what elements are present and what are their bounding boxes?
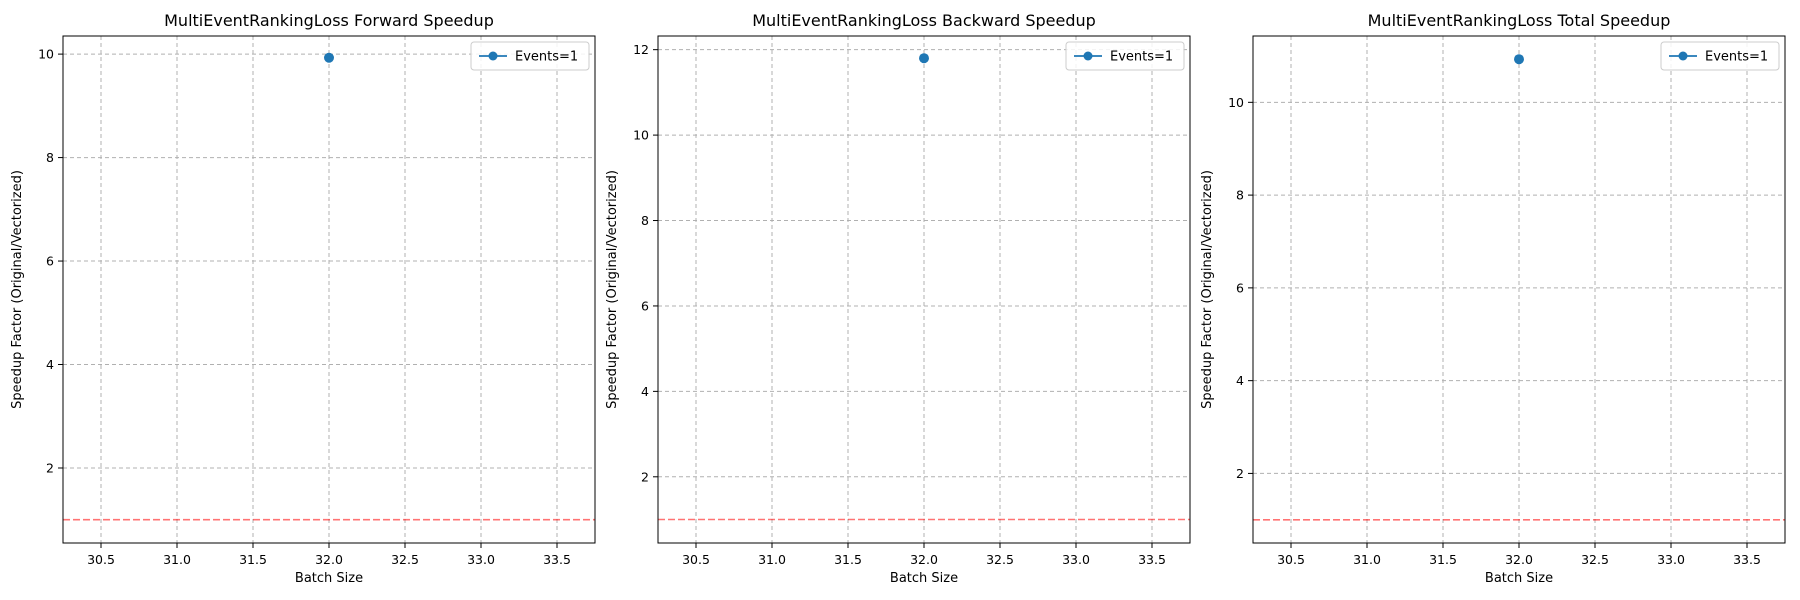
legend-label: Events=1 [515, 50, 578, 65]
data-point [919, 53, 929, 64]
x-tick-label: 33.0 [467, 552, 495, 567]
y-tick-label: 12 [633, 42, 649, 57]
legend: Events=1 [1660, 41, 1780, 71]
y-tick-label: 10 [1228, 95, 1244, 110]
x-axis-label: Batch Size [295, 571, 363, 586]
y-tick-label: 10 [38, 47, 54, 62]
x-tick-label: 32.5 [391, 552, 419, 567]
y-tick-label: 6 [1236, 280, 1244, 295]
y-tick-label: 2 [46, 460, 54, 475]
y-axis-label: Speedup Factor (Original/Vectorized) [10, 170, 25, 409]
y-tick-label: 4 [46, 357, 54, 372]
legend-label: Events=1 [1705, 50, 1768, 65]
x-axis-label: Batch Size [890, 571, 958, 586]
legend: Events=1 [1065, 41, 1185, 71]
x-tick-label: 32.0 [910, 552, 938, 567]
chart-panel-2: 30.5 31.0 31.5 32.0 32.5 33.0 33.5 2 4 6 8 10 12 Mult… [605, 11, 1191, 586]
x-tick-label: 33.0 [1657, 552, 1685, 567]
legend-label: Events=1 [1110, 50, 1173, 65]
x-tick-label: 31.0 [758, 552, 786, 567]
y-tick-label: 2 [1236, 466, 1244, 481]
x-tick-label: 30.5 [1277, 552, 1305, 567]
x-tick-label: 33.5 [1138, 552, 1166, 567]
y-tick-label: 6 [641, 298, 649, 313]
x-tick-label: 33.0 [1062, 552, 1090, 567]
x-tick-label: 31.5 [1429, 552, 1457, 567]
chart-title: MultiEventRankingLoss Forward Speedup [164, 11, 494, 30]
x-tick-label: 33.5 [543, 552, 571, 567]
legend-box [1660, 41, 1780, 71]
y-tick-label: 8 [46, 150, 54, 165]
x-tick-label: 30.5 [682, 552, 710, 567]
chart-title: MultiEventRankingLoss Backward Speedup [752, 11, 1096, 30]
y-tick-label: 10 [633, 128, 649, 143]
legend-box [1065, 41, 1185, 71]
x-tick-label: 30.5 [87, 552, 115, 567]
y-tick-label: 4 [641, 384, 649, 399]
legend-marker [1678, 51, 1688, 61]
chart-panel-3: 30.5 31.0 31.5 32.0 32.5 33.0 33.5 2 4 6 8 10 MultiE… [1200, 11, 1786, 586]
legend-box [470, 41, 590, 71]
y-axis-label: Speedup Factor (Original/Vectorized) [605, 170, 620, 409]
y-tick-label: 2 [641, 469, 649, 484]
chart-panel-1: 30.5 31.0 31.5 32.0 32.5 33.0 33.5 2 4 6 8 10 MultiE… [10, 11, 596, 586]
data-point [1514, 54, 1524, 65]
y-tick-label: 8 [1236, 188, 1244, 203]
legend: Events=1 [470, 41, 590, 71]
x-tick-label: 32.0 [1505, 552, 1533, 567]
y-tick-label: 8 [641, 213, 649, 228]
x-tick-label: 32.5 [986, 552, 1014, 567]
x-axis-label: Batch Size [1485, 571, 1553, 586]
legend-marker [488, 51, 498, 61]
x-tick-label: 32.5 [1581, 552, 1609, 567]
x-tick-label: 33.5 [1733, 552, 1761, 567]
x-tick-label: 31.0 [163, 552, 191, 567]
x-tick-label: 31.5 [239, 552, 267, 567]
x-tick-label: 32.0 [315, 552, 343, 567]
y-tick-label: 6 [46, 254, 54, 269]
y-axis-label: Speedup Factor (Original/Vectorized) [1200, 170, 1215, 409]
y-tick-label: 4 [1236, 373, 1244, 388]
x-tick-label: 31.5 [834, 552, 862, 567]
legend-marker [1083, 51, 1093, 61]
x-tick-label: 31.0 [1353, 552, 1381, 567]
chart-title: MultiEventRankingLoss Total Speedup [1368, 11, 1671, 30]
data-point [324, 52, 334, 63]
